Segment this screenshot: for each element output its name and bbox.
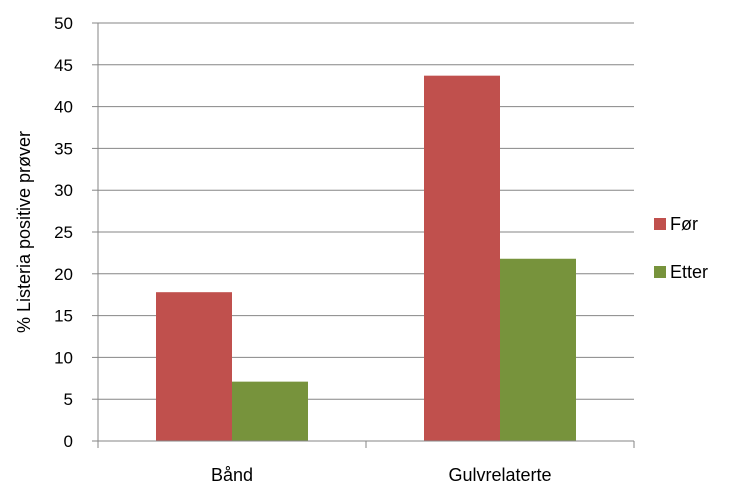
x-category-label: Bånd — [211, 465, 253, 485]
axes — [92, 22, 635, 448]
y-tick-labels: 0 5 10 15 20 25 30 35 40 45 50 — [54, 14, 73, 451]
legend: Før Etter — [654, 214, 708, 282]
y-axis-title: % Listeria positive prøver — [14, 131, 34, 333]
y-tick-label: 35 — [54, 139, 73, 158]
y-tick-label: 5 — [64, 390, 73, 409]
bar-etter-2 — [500, 258, 576, 441]
legend-swatch-før — [654, 218, 666, 230]
y-tick-label: 25 — [54, 223, 73, 242]
legend-swatch-etter — [654, 266, 666, 278]
y-tick-label: 15 — [54, 307, 73, 326]
x-category-label: Gulvrelaterte — [448, 465, 551, 485]
y-tick-label: 10 — [54, 348, 73, 367]
y-tick-label: 0 — [64, 432, 73, 451]
bar-etter-1 — [232, 381, 308, 441]
legend-label-før: Før — [670, 214, 698, 234]
bar-før-2 — [424, 75, 500, 441]
bar-før-1 — [156, 292, 232, 441]
y-tick-label: 45 — [54, 56, 73, 75]
y-tick-label: 20 — [54, 265, 73, 284]
y-tick-label: 30 — [54, 181, 73, 200]
x-category-labels: Bånd Gulvrelaterte — [211, 465, 552, 485]
legend-label-etter: Etter — [670, 262, 708, 282]
y-tick-label: 50 — [54, 14, 73, 33]
bars — [156, 75, 576, 441]
y-tick-label: 40 — [54, 98, 73, 117]
